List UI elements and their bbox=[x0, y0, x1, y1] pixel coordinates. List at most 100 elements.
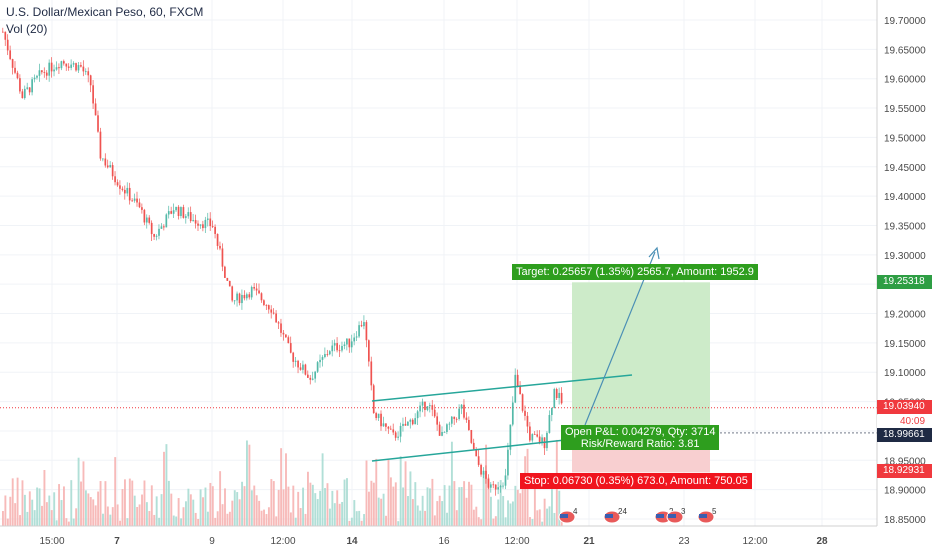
event-flag-icon[interactable]: 5 bbox=[697, 507, 717, 524]
candle-body bbox=[136, 198, 138, 203]
volume-bar bbox=[206, 511, 209, 526]
candle-body bbox=[326, 354, 329, 355]
candle-body bbox=[304, 364, 307, 375]
candle-body bbox=[128, 187, 131, 201]
volume-indicator-label[interactable]: Vol (20) bbox=[6, 22, 48, 36]
volume-bar bbox=[141, 494, 143, 526]
candle-body bbox=[211, 226, 214, 227]
volume-bar bbox=[455, 510, 458, 526]
volume-bar bbox=[238, 499, 241, 526]
volume-bar bbox=[465, 497, 468, 526]
candle-body bbox=[551, 407, 553, 416]
candle-body bbox=[475, 449, 478, 457]
target-callout[interactable]: Target: 0.25657 (1.35%) 2565.7, Amount: … bbox=[512, 264, 758, 280]
event-flag-icon[interactable]: 24 bbox=[603, 507, 627, 524]
candle-body bbox=[192, 220, 195, 222]
volume-bar bbox=[533, 484, 536, 526]
candle-body bbox=[526, 415, 529, 427]
candle-body bbox=[26, 87, 29, 89]
candle-body bbox=[267, 305, 270, 310]
volume-bar bbox=[221, 504, 224, 526]
candle-body bbox=[133, 198, 136, 201]
volume-bar bbox=[246, 440, 248, 526]
candle-body bbox=[282, 332, 285, 335]
volume-bar bbox=[492, 518, 495, 526]
volume-bar bbox=[204, 487, 207, 526]
candle-body bbox=[16, 72, 19, 79]
event-markers[interactable]: 424235 bbox=[558, 507, 717, 524]
candle-body bbox=[299, 367, 302, 370]
volume-bar bbox=[399, 456, 402, 526]
volume-bar bbox=[180, 518, 183, 526]
volume-bar bbox=[392, 486, 395, 526]
candle-body bbox=[333, 343, 336, 346]
candle-body bbox=[309, 377, 312, 380]
volume-bar bbox=[143, 480, 146, 526]
candle-body bbox=[472, 442, 475, 450]
candle-body bbox=[485, 470, 487, 479]
candle-body bbox=[238, 293, 241, 304]
volume-bar bbox=[53, 492, 56, 526]
y-tick-label: 19.15000 bbox=[884, 339, 926, 350]
volume-bar bbox=[360, 520, 363, 526]
candle-body bbox=[175, 206, 177, 211]
volume-bar bbox=[33, 510, 36, 526]
chart-title: U.S. Dollar/Mexican Peso, 60, FXCM bbox=[6, 5, 204, 19]
candle-body bbox=[509, 424, 512, 450]
volume-bar bbox=[6, 518, 9, 526]
volume-bar bbox=[289, 512, 292, 526]
stop-callout[interactable]: Stop: 0.06730 (0.35%) 673.0, Amount: 750… bbox=[520, 473, 752, 489]
candle-body bbox=[294, 360, 297, 362]
volume-bar bbox=[414, 482, 417, 526]
candles bbox=[2, 27, 563, 496]
volume-bar bbox=[509, 503, 512, 526]
volume-bar bbox=[255, 495, 258, 526]
volume-bar bbox=[248, 444, 251, 526]
open-pnl-callout[interactable]: Open P&L: 0.04279, Qty: 3714 Risk/Reward… bbox=[561, 425, 720, 450]
candle-body bbox=[429, 405, 431, 407]
volume-bar bbox=[429, 488, 431, 526]
y-tick-label: 19.45000 bbox=[884, 163, 926, 174]
candle-body bbox=[426, 406, 429, 411]
candle-body bbox=[316, 362, 319, 372]
volume-bar bbox=[470, 484, 473, 526]
volume-bar bbox=[458, 487, 461, 526]
volume-bar bbox=[182, 507, 185, 526]
volume-bar bbox=[502, 496, 505, 526]
candle-body bbox=[348, 338, 351, 348]
volume-bar bbox=[263, 509, 265, 526]
volume-bar bbox=[282, 489, 285, 526]
volume-bar bbox=[2, 511, 4, 526]
event-flag-icon[interactable]: 3 bbox=[666, 507, 686, 524]
drawings[interactable] bbox=[371, 246, 660, 462]
volume-bar bbox=[214, 517, 217, 526]
candle-body bbox=[160, 226, 163, 229]
volume-bar bbox=[165, 444, 168, 526]
volume-bar bbox=[448, 485, 451, 526]
event-flag-icon[interactable]: 4 bbox=[558, 507, 578, 524]
volume-bar bbox=[14, 503, 17, 526]
candle-body bbox=[233, 300, 236, 302]
candle-body bbox=[392, 429, 395, 433]
candle-body bbox=[363, 322, 365, 327]
volume-bar bbox=[270, 479, 273, 526]
x-tick-label: 12:00 bbox=[270, 536, 295, 547]
candle-body bbox=[560, 392, 563, 404]
volume-bar bbox=[145, 502, 148, 526]
volume-bar bbox=[84, 490, 87, 526]
volume-bar bbox=[477, 517, 480, 526]
volume-bar bbox=[460, 487, 463, 526]
volume-bar bbox=[258, 500, 261, 526]
candle-body bbox=[360, 325, 363, 327]
candle-body bbox=[143, 209, 146, 223]
x-tick-label: 7 bbox=[114, 536, 120, 547]
flag-canton bbox=[656, 514, 664, 518]
candle-body bbox=[155, 235, 158, 237]
candle-body bbox=[6, 39, 9, 51]
volume-bar bbox=[226, 513, 229, 526]
volume-bar bbox=[521, 477, 524, 526]
volume-bar bbox=[177, 498, 180, 526]
volume-bar bbox=[148, 511, 151, 526]
